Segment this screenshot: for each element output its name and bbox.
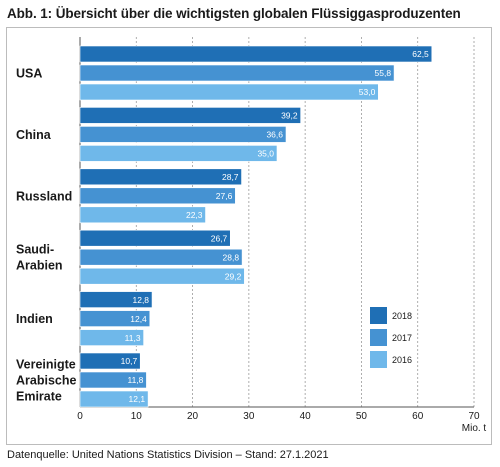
bar bbox=[79, 291, 153, 308]
bar bbox=[79, 390, 149, 408]
bar bbox=[79, 145, 278, 162]
legend-label: 2017 bbox=[392, 333, 412, 343]
bar bbox=[79, 83, 379, 101]
chart-frame bbox=[6, 27, 492, 445]
category-label: China bbox=[16, 128, 52, 142]
legend-label: 2016 bbox=[392, 355, 412, 365]
bar-value-label: 12,1 bbox=[129, 394, 146, 404]
bar-value-label: 53,0 bbox=[359, 87, 376, 97]
bar bbox=[79, 107, 301, 124]
x-tick-label: 60 bbox=[412, 411, 424, 422]
bar-value-label: 12,8 bbox=[132, 295, 149, 305]
bar-value-label: 55,8 bbox=[375, 68, 392, 78]
bar-value-label: 11,8 bbox=[127, 375, 143, 385]
bar-value-label: 11,3 bbox=[125, 333, 141, 343]
bar bbox=[79, 310, 151, 327]
bar bbox=[79, 168, 242, 186]
bar bbox=[79, 248, 243, 266]
bar bbox=[79, 229, 231, 247]
bar-value-label: 39,2 bbox=[281, 111, 298, 121]
category-label-line: Russland bbox=[16, 189, 72, 203]
x-tick-label: 0 bbox=[77, 411, 83, 422]
legend-swatch bbox=[370, 307, 387, 324]
category-label-line: China bbox=[16, 128, 52, 142]
bar bbox=[79, 329, 144, 346]
bar-value-label: 62,5 bbox=[412, 49, 429, 59]
category-label-line: Indien bbox=[16, 312, 53, 326]
chart-title: Abb. 1: Übersicht über die wichtigsten g… bbox=[7, 6, 461, 21]
x-tick-label: 30 bbox=[243, 411, 255, 422]
bar bbox=[79, 64, 395, 82]
category-label: USA bbox=[16, 67, 42, 81]
x-tick-label: 20 bbox=[187, 411, 199, 422]
bar bbox=[79, 187, 236, 205]
bar-value-label: 29,2 bbox=[225, 271, 242, 281]
bar bbox=[79, 267, 245, 285]
bar-value-label: 10,7 bbox=[121, 356, 138, 366]
category-label-line: Arabien bbox=[16, 259, 63, 273]
data-source-note: Datenquelle: United Nations Statistics D… bbox=[7, 449, 329, 461]
category-label: Indien bbox=[16, 312, 53, 326]
bar bbox=[79, 45, 433, 63]
legend-swatch bbox=[370, 329, 387, 346]
category-label-line: Arabische bbox=[16, 374, 76, 388]
x-tick-label: 40 bbox=[300, 411, 312, 422]
bar-value-label: 27,6 bbox=[216, 191, 233, 201]
category-label: Vereinigte Arabische Emirate bbox=[16, 358, 76, 404]
bar-value-label: 28,7 bbox=[222, 172, 239, 182]
x-tick-label: 70 bbox=[468, 411, 480, 422]
category-label-line: Emirate bbox=[16, 390, 62, 404]
category-label: Saudi- Arabien bbox=[16, 243, 63, 273]
category-label-line: Vereinigte bbox=[16, 358, 76, 372]
category-label-line: USA bbox=[16, 67, 42, 81]
bar bbox=[79, 371, 147, 389]
bar bbox=[79, 352, 141, 370]
category-label-line: Saudi- bbox=[16, 243, 54, 257]
bar-value-label: 22,3 bbox=[186, 210, 203, 220]
x-tick-label: 50 bbox=[356, 411, 368, 422]
bar-value-label: 12,4 bbox=[130, 314, 147, 324]
legend-label: 2018 bbox=[392, 311, 412, 321]
category-label: Russland bbox=[16, 189, 72, 203]
legend-swatch bbox=[370, 351, 387, 368]
bar-value-label: 28,8 bbox=[223, 252, 240, 262]
x-axis-unit: Mio. t bbox=[462, 423, 487, 434]
bar bbox=[79, 206, 206, 224]
bar-value-label: 36,6 bbox=[266, 130, 283, 140]
bar-value-label: 26,7 bbox=[211, 233, 228, 243]
x-tick-label: 10 bbox=[131, 411, 143, 422]
bar bbox=[79, 126, 287, 143]
bar-value-label: 35,0 bbox=[257, 149, 274, 159]
